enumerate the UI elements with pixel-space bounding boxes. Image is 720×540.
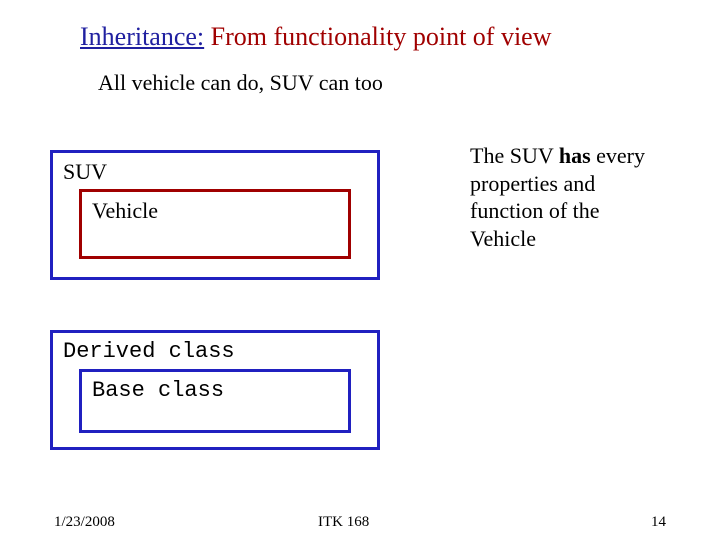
title-part1: Inheritance:: [80, 22, 204, 51]
slide-subtitle: All vehicle can do, SUV can too: [98, 70, 383, 96]
vehicle-label: Vehicle: [92, 198, 158, 223]
side-line1b: has: [559, 143, 591, 168]
base-inner-box: Base class: [79, 369, 351, 433]
side-line3: function of the: [470, 198, 600, 223]
side-line2: properties and: [470, 171, 595, 196]
title-part2: From functionality point of view: [204, 22, 551, 51]
suv-outer-box: SUV Vehicle: [50, 150, 380, 280]
footer-course: ITK 168: [318, 514, 369, 531]
footer-page: 14: [651, 514, 666, 531]
slide-title: Inheritance: From functionality point of…: [80, 22, 552, 52]
footer-date: 1/23/2008: [54, 514, 115, 531]
side-line1a: The SUV: [470, 143, 559, 168]
derived-label: Derived class: [63, 339, 235, 364]
side-line4: Vehicle: [470, 226, 536, 251]
side-line1c: every: [591, 143, 645, 168]
derived-outer-box: Derived class Base class: [50, 330, 380, 450]
vehicle-inner-box: Vehicle: [79, 189, 351, 259]
slide: Inheritance: From functionality point of…: [0, 0, 720, 540]
suv-label: SUV: [63, 159, 107, 184]
base-label: Base class: [92, 378, 224, 403]
side-explanation: The SUV has every properties and functio…: [470, 142, 690, 252]
